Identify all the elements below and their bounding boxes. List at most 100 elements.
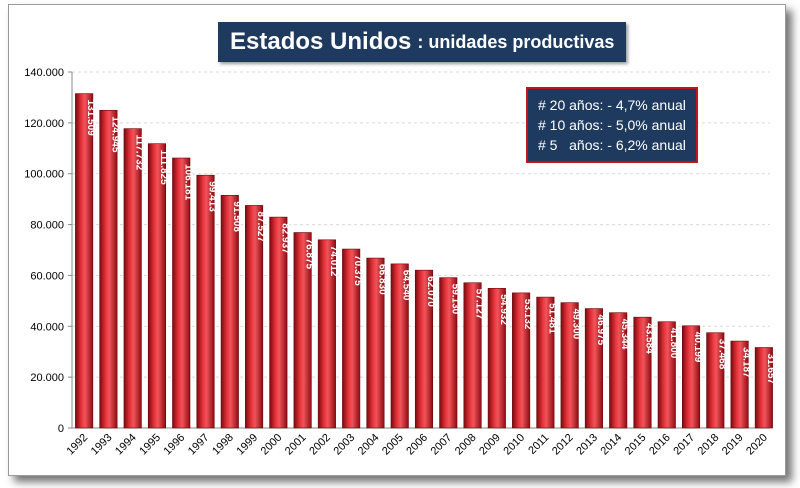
x-tick-labels: 1992199319941995199619971998199920002001… (64, 432, 770, 458)
bar-value-label: 64.540 (401, 270, 412, 301)
y-tick-labels: 0 20.000 40.000 60.000 80.000 100.000 120.000 1… (24, 67, 64, 435)
x-tick-label: 2002 (307, 432, 333, 458)
annotation-10-years: # 10 años: - 5,0% anual (538, 117, 686, 133)
bar (317, 239, 336, 429)
bar-value-label: 106.181 (182, 164, 193, 201)
bar-value-label: 66.830 (376, 264, 387, 295)
x-tick-label: 2003 (331, 432, 357, 458)
bar-value-label: 37.468 (716, 339, 727, 370)
bar (147, 143, 167, 429)
bar-value-label: 111.825 (158, 150, 169, 185)
bar-value-label: 53.132 (522, 299, 533, 330)
chart-subtitle-text: unidades productivas (428, 31, 615, 52)
x-tick-label: 2009 (477, 432, 503, 458)
value-labels: 131.509 124.945 117.732 111.825 106.181 99.41… (85, 100, 776, 385)
bar (463, 282, 482, 429)
bar-value-label: 91.508 (231, 201, 242, 232)
x-tick-label: 1995 (137, 432, 163, 458)
bar (414, 269, 434, 429)
x-tick-label: 1997 (186, 432, 212, 458)
bar (293, 232, 312, 429)
x-tick-label: 1992 (64, 432, 90, 458)
x-tick-label: 2001 (283, 432, 309, 458)
y-tick-label: 0 (58, 423, 64, 435)
y-tick-label: 80.000 (30, 220, 64, 232)
bar-value-label: 124.945 (109, 116, 120, 153)
x-tick-label: 2013 (574, 432, 600, 458)
bar (245, 205, 264, 429)
bars (75, 93, 773, 429)
bar (609, 312, 628, 429)
y-tick-label: 100.000 (24, 169, 64, 181)
bar-value-label: 131.509 (85, 100, 96, 137)
bar-value-label: 59.130 (449, 284, 460, 315)
bar-value-label: 51.481 (546, 303, 557, 334)
bar (560, 302, 579, 429)
growth-annotation-box: # 20 años: - 4,7% anual # 10 años: - 5,0… (526, 87, 698, 163)
bar (584, 308, 603, 429)
x-tick-label: 1994 (113, 432, 139, 458)
chart-title-box: Estados Unidos: unidades productivas (218, 22, 627, 62)
x-tick-label: 2018 (696, 432, 722, 458)
bar-value-label: 31.657 (765, 354, 776, 385)
bar-value-label: 70.375 (352, 255, 363, 286)
annotation-20-years: # 20 años: - 4,7% anual (538, 97, 686, 113)
x-tick-label: 2016 (647, 432, 673, 458)
bar (487, 288, 506, 429)
bar-value-label: 99.413 (207, 181, 218, 212)
y-tick-label: 40.000 (30, 321, 64, 333)
bar-value-label: 43.584 (643, 323, 654, 354)
bar-value-label: 74.012 (328, 246, 339, 277)
bar (342, 248, 361, 429)
x-tick-label: 2015 (623, 432, 649, 458)
bar (269, 216, 288, 429)
x-tick-label: 2020 (744, 432, 770, 458)
annotation-5-years: # 5 años: - 6,2% anual (538, 137, 686, 153)
x-tick-label: 2006 (404, 432, 430, 458)
bar-value-label: 40.199 (692, 332, 703, 363)
x-tick-label: 2011 (526, 432, 551, 457)
bar-value-label: 62.070 (425, 276, 436, 307)
x-tick-label: 2004 (356, 432, 382, 458)
x-tick-label: 2017 (671, 432, 697, 458)
bar (536, 296, 555, 429)
y-tick-label: 140.000 (24, 67, 64, 79)
bar-value-label: 46.975 (595, 315, 606, 346)
bar-value-label: 49.300 (571, 309, 582, 340)
x-tick-label: 2008 (453, 432, 479, 458)
bar (123, 128, 142, 429)
x-tick-label: 1993 (89, 432, 115, 458)
bar (172, 157, 191, 429)
bar-value-label: 76.875 (304, 239, 315, 270)
x-tick-label: 2005 (380, 432, 406, 458)
bar (439, 277, 458, 429)
x-tick-label: 2019 (720, 432, 746, 458)
bar-value-label: 82.937 (279, 223, 290, 254)
bar (99, 109, 118, 429)
bar (730, 340, 749, 429)
chart-title: Estados Unidos (230, 28, 412, 55)
x-tick-label: 2000 (259, 432, 285, 458)
y-tick-label: 60.000 (30, 270, 64, 282)
bar (366, 257, 385, 429)
x-tick-label: 2012 (550, 432, 576, 458)
x-tick-label: 2010 (501, 432, 527, 458)
bar (390, 263, 409, 429)
bar-value-label: 57.127 (474, 289, 485, 320)
bar (681, 325, 701, 429)
bar (706, 332, 725, 429)
bar-value-label: 34.187 (741, 347, 752, 378)
bar (657, 321, 676, 429)
bar-value-label: 54.932 (498, 294, 509, 325)
bar-value-label: 45.344 (619, 319, 630, 350)
bar (512, 292, 531, 429)
x-tick-label: 1998 (210, 432, 236, 458)
bar (633, 316, 652, 429)
title-colon: : (417, 31, 424, 52)
x-tick-label: 1999 (234, 432, 260, 458)
bar-value-label: 41.800 (668, 328, 679, 359)
bar-value-label: 87.527 (255, 211, 266, 242)
y-tick-label: 20.000 (30, 372, 64, 384)
x-tick-label: 2007 (429, 432, 455, 458)
